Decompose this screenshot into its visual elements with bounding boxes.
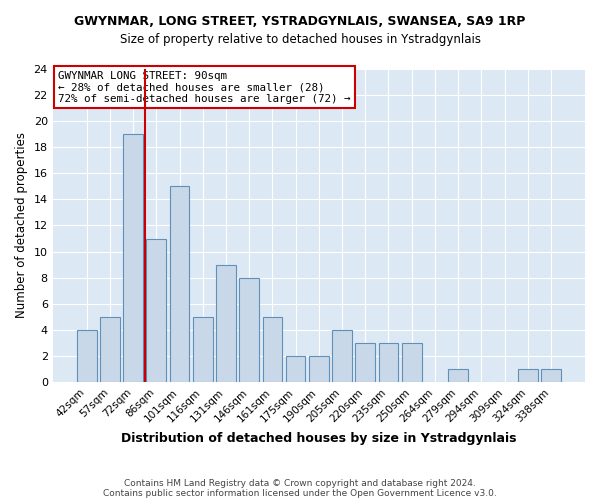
Bar (332, 330, 352, 382)
Bar (402, 343, 422, 382)
Bar (170, 186, 190, 382)
Bar (263, 317, 282, 382)
Bar (309, 356, 329, 382)
Bar (541, 369, 561, 382)
Text: Size of property relative to detached houses in Ystradgynlais: Size of property relative to detached ho… (119, 32, 481, 46)
Text: GWYNMAR LONG STREET: 90sqm
← 28% of detached houses are smaller (28)
72% of semi: GWYNMAR LONG STREET: 90sqm ← 28% of deta… (58, 70, 350, 104)
Text: Contains public sector information licensed under the Open Government Licence v3: Contains public sector information licen… (103, 488, 497, 498)
Bar (123, 134, 143, 382)
Bar (100, 317, 120, 382)
Text: Contains HM Land Registry data © Crown copyright and database right 2024.: Contains HM Land Registry data © Crown c… (124, 478, 476, 488)
X-axis label: Distribution of detached houses by size in Ystradgynlais: Distribution of detached houses by size … (121, 432, 517, 445)
Bar (193, 317, 212, 382)
Bar (239, 278, 259, 382)
Bar (379, 343, 398, 382)
Bar (355, 343, 375, 382)
Bar (286, 356, 305, 382)
Bar (77, 330, 97, 382)
Bar (448, 369, 468, 382)
Text: GWYNMAR, LONG STREET, YSTRADGYNLAIS, SWANSEA, SA9 1RP: GWYNMAR, LONG STREET, YSTRADGYNLAIS, SWA… (74, 15, 526, 28)
Y-axis label: Number of detached properties: Number of detached properties (15, 132, 28, 318)
Bar (518, 369, 538, 382)
Bar (216, 264, 236, 382)
Bar (146, 238, 166, 382)
